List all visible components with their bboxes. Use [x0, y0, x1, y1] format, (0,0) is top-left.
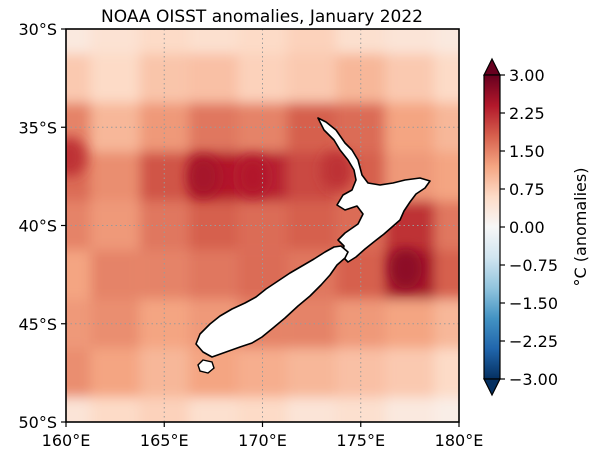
anomaly-cell [90, 348, 140, 398]
colorbar-tick-label: 3.00 [509, 66, 545, 85]
y-tick-label: 40°S [18, 217, 57, 236]
anomaly-cell [434, 397, 459, 422]
warm-spot [389, 248, 422, 289]
anomaly-cell [237, 200, 288, 251]
y-tick-label: 35°S [18, 118, 57, 137]
colorbar-tick-label: −0.75 [509, 256, 558, 275]
anomaly-cell [385, 397, 435, 422]
anomaly-cell [434, 151, 459, 201]
colorbar-bar [483, 74, 501, 380]
colorbar-tick-label: −3.00 [509, 370, 558, 389]
anomaly-cell [188, 29, 238, 54]
anomaly-cell [90, 29, 140, 54]
anomaly-cell [434, 348, 459, 398]
anomaly-cell [66, 200, 91, 251]
anomaly-cell [66, 348, 91, 398]
anomaly-cell [287, 397, 337, 422]
anomaly-cell [66, 397, 91, 422]
warm-spot [187, 156, 220, 197]
chart-title: NOAA OISST anomalies, January 2022 [101, 7, 423, 27]
colorbar: 3.00 2.25 1.50 0.75 0.00 −0.75 −1.50 −2.25 −3.00… [483, 57, 590, 397]
north-island-landmass [317, 117, 431, 263]
anomaly-cell [139, 29, 189, 54]
colorbar-tick-label: 0.75 [509, 180, 545, 199]
x-axis: 160°E 165°E 170°E 175°E 180°E [42, 422, 484, 450]
anomaly-cell [66, 53, 91, 103]
colorbar-ticks: 3.00 2.25 1.50 0.75 0.00 −0.75 −1.50 −2.25 −3.00 [500, 66, 558, 389]
anomaly-cell [434, 53, 459, 103]
anomaly-cell [139, 250, 189, 300]
anomaly-cell [237, 29, 288, 54]
x-tick-label: 180°E [435, 431, 484, 450]
warm-spot [321, 150, 354, 191]
x-tick-label: 175°E [336, 431, 385, 450]
anomaly-cell [188, 200, 238, 251]
anomaly-cell [90, 53, 140, 103]
x-tick-label: 160°E [42, 431, 91, 450]
x-tick-label: 165°E [140, 431, 189, 450]
anomaly-cell [66, 299, 91, 349]
colorbar-tick-label: 0.00 [509, 218, 545, 237]
y-tick-label: 30°S [18, 20, 57, 39]
anomaly-cell [287, 53, 337, 103]
map-area [66, 29, 459, 422]
anomaly-cell [188, 250, 238, 300]
anomaly-cell [90, 250, 140, 300]
anomaly-cell [139, 151, 189, 201]
anomaly-cell [385, 29, 435, 54]
anomaly-cell [90, 397, 140, 422]
anomaly-cell [237, 397, 288, 422]
anomaly-cell [385, 53, 435, 103]
anomaly-cell [434, 200, 459, 251]
colorbar-extend-top [483, 57, 501, 76]
colorbar-tick-label: 1.50 [509, 142, 545, 161]
colorbar-label: °C (anomalies) [571, 168, 590, 287]
anomaly-cell [66, 250, 91, 300]
anomaly-cell [434, 29, 459, 54]
colorbar-tick-label: −1.50 [509, 294, 558, 313]
anomaly-cell [336, 29, 386, 54]
y-tick-label: 50°S [18, 413, 57, 432]
warm-spot [236, 156, 269, 197]
x-tick-label: 170°E [238, 431, 287, 450]
anomaly-cell [188, 53, 238, 103]
warm-spot [66, 136, 86, 177]
anomaly-cell [434, 102, 459, 152]
colorbar-tick-label: 2.25 [509, 104, 545, 123]
anomaly-cell [287, 348, 337, 398]
anomaly-cell [66, 29, 91, 54]
warm-spots [66, 136, 422, 289]
anomaly-cell [287, 200, 337, 251]
anomaly-cell [188, 102, 238, 152]
anomaly-cell [188, 397, 238, 422]
anomaly-cell [90, 151, 140, 201]
y-tick-label: 45°S [18, 315, 57, 334]
south-island-landmass [195, 245, 349, 358]
anomaly-cell [434, 299, 459, 349]
anomaly-cell [287, 29, 337, 54]
anomaly-cell [385, 348, 435, 398]
stewart-island-landmass [197, 359, 215, 374]
y-axis: 30°S 35°S 40°S 45°S 50°S [18, 20, 66, 432]
colorbar-tick-label: −2.25 [509, 332, 558, 351]
anomaly-cell [139, 397, 189, 422]
anomaly-cell [336, 397, 386, 422]
colorbar-extend-bottom [483, 378, 501, 397]
anomaly-cell [434, 250, 459, 300]
